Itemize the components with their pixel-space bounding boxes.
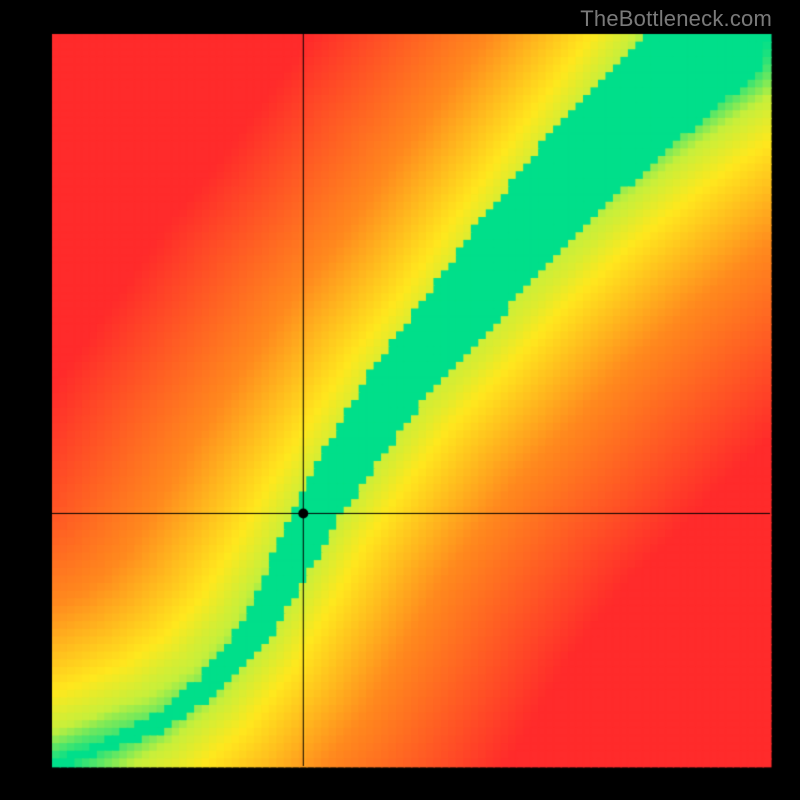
- bottleneck-heatmap: [0, 0, 800, 800]
- watermark-label: TheBottleneck.com: [580, 6, 772, 32]
